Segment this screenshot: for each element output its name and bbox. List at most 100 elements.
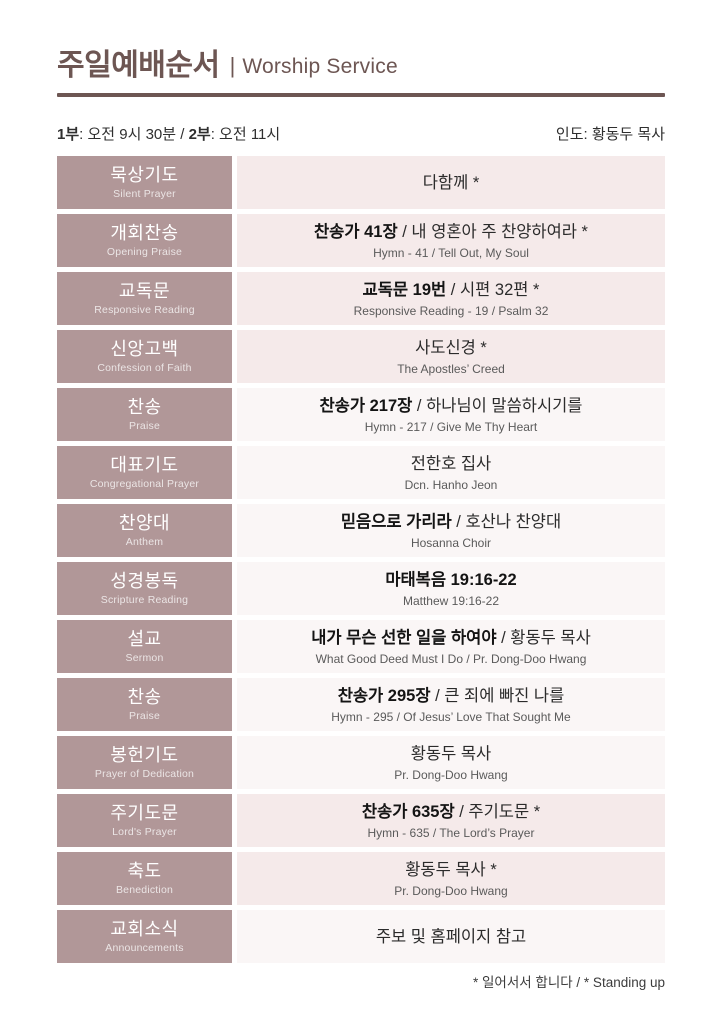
service-item-main-text: 찬송가 295장 / 큰 죄에 빠진 나를 xyxy=(338,687,565,707)
service-item-main-rest: / 호산나 찬양대 xyxy=(451,513,562,531)
service-item-korean-label: 축도 xyxy=(127,860,162,881)
service-item-content-cell: 믿음으로 가리라 / 호산나 찬양대 Hosanna Choir xyxy=(237,504,665,557)
service-row: 축도 Benediction 황동두 목사 * Pr. Dong-Doo Hwa… xyxy=(57,852,665,905)
service-item-subtext: Dcn. Hanho Jeon xyxy=(404,477,498,492)
service-item-subtext: The Apostles’ Creed xyxy=(397,361,505,376)
service-item-subtext: Responsive Reading - 19 / Psalm 32 xyxy=(353,303,549,318)
service-item-content-cell: 사도신경 * The Apostles’ Creed xyxy=(237,330,665,383)
service-row: 주기도문 Lord's Prayer 찬송가 635장 / 주기도문 * Hym… xyxy=(57,794,665,847)
service-item-main-text: 마태복음 19:16-22 xyxy=(385,571,516,591)
service-item-korean-label: 교회소식 xyxy=(110,918,179,939)
service-item-content-cell: 찬송가 635장 / 주기도문 * Hymn - 635 / The Lord’… xyxy=(237,794,665,847)
service-item-main-text: 다함께 * xyxy=(423,174,480,194)
service-item-main-rest: / 하나님이 말씀하시기를 xyxy=(412,397,583,415)
service-item-main-text: 찬송가 635장 / 주기도문 * xyxy=(362,803,540,823)
service-item-korean-label: 봉헌기도 xyxy=(110,744,179,765)
service-item-korean-label: 성경봉독 xyxy=(110,570,179,591)
service-item-main-rest: 다함께 * xyxy=(422,173,480,192)
title-korean: 주일예배순서 xyxy=(57,49,220,82)
service-item-label-cell: 찬송 Praise xyxy=(57,678,232,731)
service-item-content-cell: 주보 및 홈페이지 참고 xyxy=(237,910,665,963)
service-row: 찬송 Praise 찬송가 295장 / 큰 죄에 빠진 나를 Hymn - 2… xyxy=(57,678,665,731)
service-item-main-text: 주보 및 홈페이지 참고 xyxy=(376,928,526,948)
service-item-main-rest: / 황동두 목사 xyxy=(496,629,591,647)
service-item-main-bold: 찬송가 217장 xyxy=(319,397,413,415)
service-item-main-text: 전한호 집사 xyxy=(411,455,491,475)
service-item-english-label: Praise xyxy=(129,710,160,723)
service-item-subtext: Pr. Dong-Doo Hwang xyxy=(394,883,508,898)
service-item-english-label: Responsive Reading xyxy=(94,304,195,317)
service-item-subtext: Hymn - 295 / Of Jesus’ Love That Sought … xyxy=(331,709,571,724)
service-item-label-cell: 설교 Sermon xyxy=(57,620,232,673)
service-item-main-bold: 찬송가 295장 xyxy=(337,687,431,705)
part1-time: : 오전 9시 30분 / xyxy=(79,126,189,143)
service-row: 성경봉독 Scripture Reading 마태복음 19:16-22 Mat… xyxy=(57,562,665,615)
service-item-main-rest: 전한호 집사 xyxy=(410,455,492,473)
service-row: 개회찬송 Opening Praise 찬송가 41장 / 내 영혼아 주 찬양… xyxy=(57,214,665,267)
service-row: 교회소식 Announcements 주보 및 홈페이지 참고 xyxy=(57,910,665,963)
service-info-line: 1부: 오전 9시 30분 / 2부: 오전 11시 인도: 황동두 목사 xyxy=(57,123,665,144)
page-title: 주일예배순서 | Worship Service xyxy=(57,40,665,84)
standing-note: * 일어서서 합니다 / * Standing up xyxy=(472,975,665,990)
service-item-english-label: Scripture Reading xyxy=(100,594,189,607)
service-item-english-label: Anthem xyxy=(125,536,164,549)
service-item-label-cell: 성경봉독 Scripture Reading xyxy=(57,562,232,615)
service-item-korean-label: 신앙고백 xyxy=(110,338,179,359)
service-item-main-bold: 찬송가 635장 xyxy=(361,803,455,821)
service-order-table: 묵상기도 Silent Prayer 다함께 * 개회찬송 Opening Pr… xyxy=(57,156,665,963)
service-item-main-rest: 황동두 목사 * xyxy=(405,861,497,879)
part1-label: 1부 xyxy=(57,126,80,143)
service-item-subtext: Hosanna Choir xyxy=(410,535,492,550)
service-item-label-cell: 묵상기도 Silent Prayer xyxy=(57,156,232,209)
service-item-korean-label: 묵상기도 xyxy=(110,164,179,185)
service-item-main-rest: 주보 및 홈페이지 참고 xyxy=(375,927,527,946)
service-item-label-cell: 봉헌기도 Prayer of Dedication xyxy=(57,736,232,789)
service-item-main-bold: 마태복음 19:16-22 xyxy=(385,571,517,589)
service-item-content-cell: 마태복음 19:16-22 Matthew 19:16-22 xyxy=(237,562,665,615)
service-item-subtext: Hymn - 635 / The Lord’s Prayer xyxy=(367,825,535,840)
title-english: Worship Service xyxy=(242,55,398,78)
service-row: 묵상기도 Silent Prayer 다함께 * xyxy=(57,156,665,209)
service-item-korean-label: 설교 xyxy=(127,628,162,649)
service-item-english-label: Prayer of Dedication xyxy=(94,768,195,781)
service-item-label-cell: 찬송 Praise xyxy=(57,388,232,441)
service-item-english-label: Lord's Prayer xyxy=(112,826,177,839)
service-item-main-bold: 내가 무슨 선한 일을 하여야 xyxy=(311,629,497,647)
service-item-subtext: Hymn - 41 / Tell Out, My Soul xyxy=(373,245,529,260)
service-row: 설교 Sermon 내가 무슨 선한 일을 하여야 / 황동두 목사 What … xyxy=(57,620,665,673)
service-item-english-label: Announcements xyxy=(105,942,184,955)
service-item-content-cell: 황동두 목사 * Pr. Dong-Doo Hwang xyxy=(237,852,665,905)
service-item-korean-label: 교독문 xyxy=(118,280,171,301)
header-divider xyxy=(57,93,665,97)
service-item-content-cell: 찬송가 217장 / 하나님이 말씀하시기를 Hymn - 217 / Give… xyxy=(237,388,665,441)
service-item-main-bold: 교독문 19번 xyxy=(362,281,447,299)
service-item-content-cell: 찬송가 295장 / 큰 죄에 빠진 나를 Hymn - 295 / Of Je… xyxy=(237,678,665,731)
service-row: 신앙고백 Confession of Faith 사도신경 * The Apos… xyxy=(57,330,665,383)
service-item-label-cell: 주기도문 Lord's Prayer xyxy=(57,794,232,847)
service-item-content-cell: 찬송가 41장 / 내 영혼아 주 찬양하여라 * Hymn - 41 / Te… xyxy=(237,214,665,267)
service-item-main-text: 내가 무슨 선한 일을 하여야 / 황동두 목사 xyxy=(311,629,591,649)
service-leader: 인도: 황동두 목사 xyxy=(555,126,665,143)
service-item-english-label: Sermon xyxy=(125,652,164,665)
service-item-english-label: Congregational Prayer xyxy=(89,478,200,491)
service-row: 대표기도 Congregational Prayer 전한호 집사 Dcn. H… xyxy=(57,446,665,499)
service-item-english-label: Opening Praise xyxy=(106,246,183,259)
part2-label: 2부 xyxy=(188,126,211,143)
service-item-main-text: 찬송가 41장 / 내 영혼아 주 찬양하여라 * xyxy=(314,223,588,243)
service-item-main-bold: 믿음으로 가리라 xyxy=(340,513,452,531)
service-item-content-cell: 교독문 19번 / 시편 32편 * Responsive Reading - … xyxy=(237,272,665,325)
service-item-korean-label: 찬양대 xyxy=(118,512,171,533)
service-item-korean-label: 대표기도 xyxy=(110,454,179,475)
service-item-main-text: 믿음으로 가리라 / 호산나 찬양대 xyxy=(341,513,561,533)
service-row: 찬양대 Anthem 믿음으로 가리라 / 호산나 찬양대 Hosanna Ch… xyxy=(57,504,665,557)
service-row: 교독문 Responsive Reading 교독문 19번 / 시편 32편 … xyxy=(57,272,665,325)
service-item-content-cell: 다함께 * xyxy=(237,156,665,209)
service-item-main-text: 교독문 19번 / 시편 32편 * xyxy=(363,281,540,301)
service-item-korean-label: 찬송 xyxy=(127,686,162,707)
service-row: 찬송 Praise 찬송가 217장 / 하나님이 말씀하시기를 Hymn - … xyxy=(57,388,665,441)
title-separator: | xyxy=(229,53,236,78)
service-item-korean-label: 주기도문 xyxy=(110,802,179,823)
service-item-main-rest: / 큰 죄에 빠진 나를 xyxy=(430,687,565,705)
service-item-subtext: Pr. Dong-Doo Hwang xyxy=(394,767,508,782)
service-item-content-cell: 내가 무슨 선한 일을 하여야 / 황동두 목사 What Good Deed … xyxy=(237,620,665,673)
